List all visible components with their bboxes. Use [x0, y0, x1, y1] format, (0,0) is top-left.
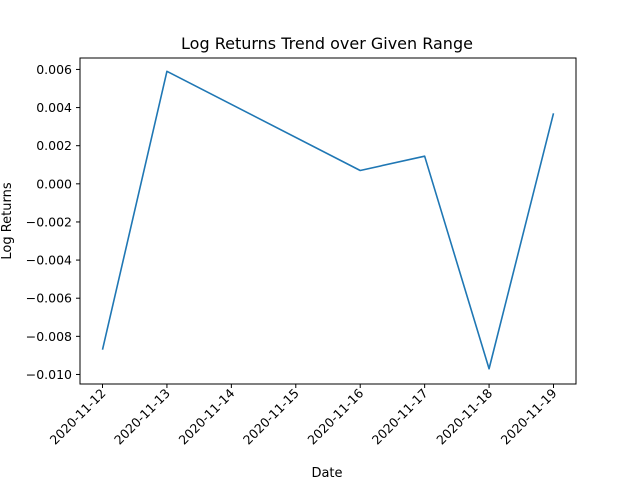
y-tick-label: −0.010 — [26, 367, 72, 382]
plot-area — [101, 70, 555, 370]
y-tick-label: −0.008 — [26, 329, 72, 344]
plot-frame — [79, 57, 577, 385]
y-tick-label: 0.004 — [36, 100, 72, 115]
y-tick-label: 0.002 — [36, 138, 72, 153]
y-tick-label: 0.000 — [36, 176, 72, 191]
y-axis-label: Log Returns — [0, 182, 15, 259]
y-axis: −0.010 −0.008 −0.006 −0.004 −0.002 0.000 0.002… — [26, 62, 80, 382]
y-tick-label: −0.004 — [26, 253, 72, 268]
y-tick-label: −0.006 — [26, 291, 72, 306]
chart-title: Log Returns Trend over Given Range — [181, 34, 473, 53]
y-tick-label: −0.002 — [26, 214, 72, 229]
series-line — [101, 70, 555, 370]
x-axis-label: Date — [311, 466, 342, 480]
y-tick-label: 0.006 — [36, 62, 72, 77]
